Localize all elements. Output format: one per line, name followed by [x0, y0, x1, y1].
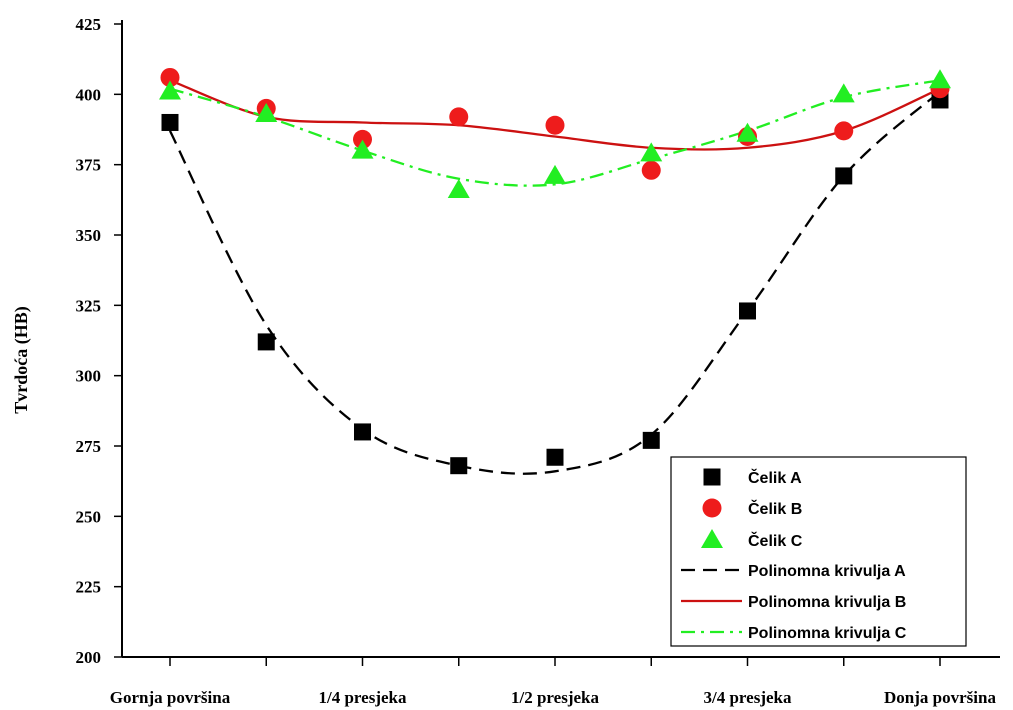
point-celik-b — [449, 107, 469, 127]
point-celik-c — [255, 103, 278, 123]
y-tick-label: 250 — [76, 507, 102, 526]
legend-label: Polinomna krivulja A — [748, 563, 906, 580]
point-celik-a — [642, 431, 660, 449]
point-celik-a — [161, 113, 179, 131]
y-tick-label: 400 — [76, 85, 102, 104]
legend-symbol-2 — [702, 498, 722, 518]
x-ticks: Gornja površina 1/4 presjeka 1/2 presjeka 3… — [110, 657, 996, 707]
y-tick-label: 325 — [76, 296, 102, 315]
point-celik-c — [351, 139, 374, 159]
point-celik-a — [546, 448, 564, 466]
y-tick-label: 300 — [76, 367, 102, 386]
legend-label: Polinomna krivulja C — [748, 625, 907, 642]
point-celik-a — [354, 423, 371, 441]
point-celik-b — [834, 121, 854, 141]
point-celik-c — [544, 164, 566, 184]
x-tick-label: 3/4 presjeka — [704, 688, 792, 707]
x-tick-label: Gornja površina — [110, 688, 231, 707]
y-tick-label: 350 — [76, 226, 102, 245]
y-tick-label: 275 — [76, 437, 102, 456]
data-markers — [159, 67, 951, 475]
legend-symbol-1 — [703, 468, 721, 486]
legend-label: Čelik B — [748, 499, 802, 518]
point-celik-b — [641, 160, 661, 180]
fit-curve-b — [169, 79, 941, 151]
legend: Čelik A Čelik B Čelik C Polinomna krivulja … — [670, 456, 967, 647]
point-celik-b — [545, 115, 565, 135]
point-celik-a — [835, 167, 853, 185]
point-celik-c — [929, 69, 951, 89]
legend-label: Čelik A — [748, 468, 802, 487]
y-ticks: 200 225 250 275 300 325 350 375 400 425 — [76, 15, 122, 667]
point-celik-c — [159, 80, 181, 100]
point-celik-c — [447, 178, 470, 198]
x-tick-label: 1/2 presjeka — [511, 688, 599, 707]
point-celik-b — [353, 129, 372, 149]
y-axis-label: Tvrdoća (HB) — [11, 306, 32, 414]
point-celik-c — [640, 142, 663, 162]
legend-label: Čelik C — [748, 531, 803, 550]
y-tick-label: 425 — [76, 15, 102, 34]
x-tick-label: 1/4 presjeka — [319, 688, 407, 707]
point-celik-a — [739, 302, 756, 320]
point-celik-a — [450, 457, 468, 475]
point-celik-c — [736, 122, 759, 142]
fit-curves — [168, 79, 941, 475]
point-celik-c — [832, 83, 855, 103]
legend-box — [670, 456, 967, 647]
fit-curve-c — [169, 79, 941, 187]
point-celik-a — [257, 333, 275, 351]
x-tick-label: Donja površina — [884, 688, 996, 707]
axes — [121, 20, 1000, 658]
y-tick-label: 375 — [76, 156, 102, 175]
fit-curve-a — [168, 90, 941, 475]
y-tick-label: 200 — [76, 648, 102, 667]
legend-symbol-3 — [701, 529, 723, 548]
y-tick-label: 225 — [76, 578, 102, 597]
point-celik-b — [160, 67, 180, 87]
legend-label: Polinomna krivulja B — [748, 594, 906, 611]
